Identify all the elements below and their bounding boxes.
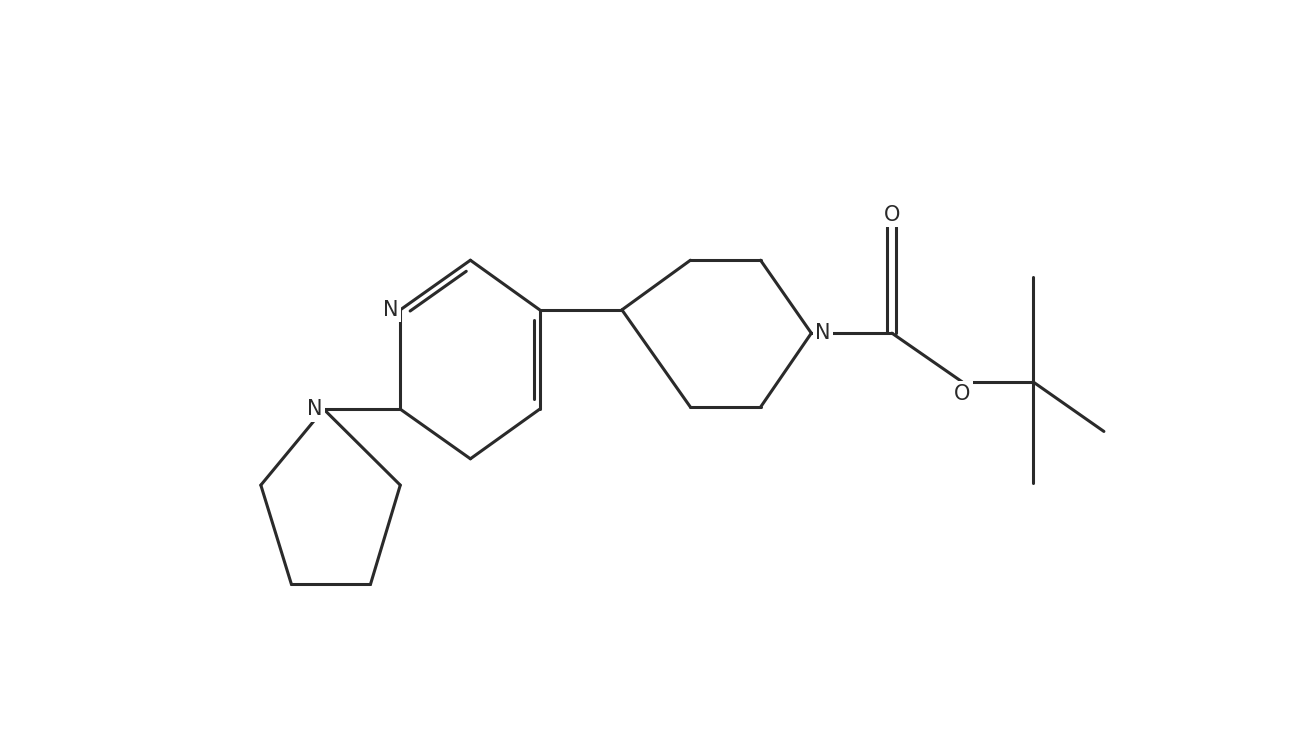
Text: N: N [384, 300, 399, 320]
Text: O: O [954, 384, 970, 404]
Text: N: N [815, 323, 831, 344]
Text: N: N [307, 399, 322, 419]
Text: O: O [884, 205, 900, 225]
